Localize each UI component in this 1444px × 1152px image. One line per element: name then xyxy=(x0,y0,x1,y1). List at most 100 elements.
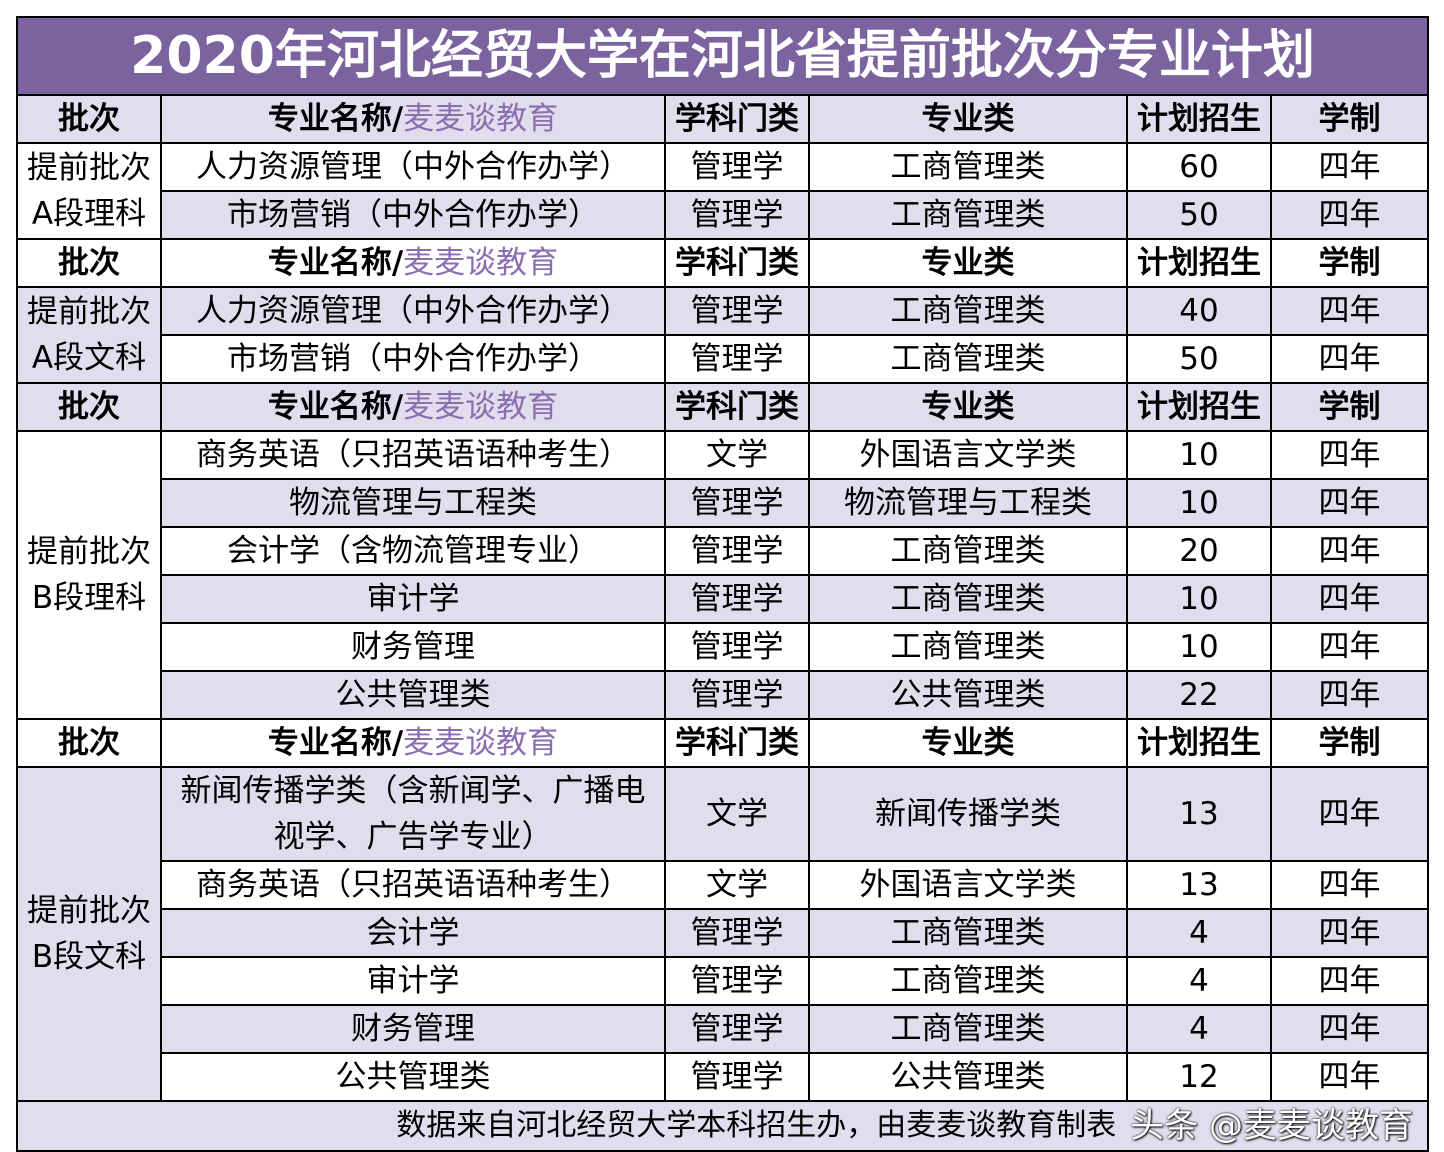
batch-cell: 提前批次B段文科 xyxy=(16,766,162,1102)
major-class-cell: 工商管理类 xyxy=(808,334,1128,384)
duration-cell: 四年 xyxy=(1269,956,1430,1006)
header-major-name: 专业名称/麦麦谈教育 xyxy=(160,238,666,288)
major-name-cell: 人力资源管理（中外合作办学） xyxy=(160,286,666,336)
major-name-cell: 审计学 xyxy=(160,956,666,1006)
header-row: 批次 专业名称/麦麦谈教育 学科门类 专业类 计划招生 学制 xyxy=(16,718,1430,768)
footer-content: 数据来自河北经贸大学本科招生办，由麦麦谈教育制表 头条 @麦麦谈教育 xyxy=(19,1103,1426,1149)
header-discipline: 学科门类 xyxy=(664,94,810,144)
duration-cell: 四年 xyxy=(1269,908,1430,958)
header-major-name: 专业名称/麦麦谈教育 xyxy=(160,718,666,768)
discipline-cell: 管理学 xyxy=(664,190,810,240)
discipline-cell: 文学 xyxy=(664,766,810,862)
watermark: 头条 @麦麦谈教育 xyxy=(1130,1106,1414,1146)
major-name-cell: 新闻传播学类（含新闻学、广播电视学、广告学专业） xyxy=(160,766,666,862)
plan-cell: 10 xyxy=(1126,430,1272,480)
header-duration: 学制 xyxy=(1269,718,1430,768)
batch-cell: 提前批次B段理科 xyxy=(16,430,162,720)
footer-cell: 数据来自河北经贸大学本科招生办，由麦麦谈教育制表 头条 @麦麦谈教育 xyxy=(15,1100,1430,1152)
header-duration: 学制 xyxy=(1269,238,1430,288)
duration-cell: 四年 xyxy=(1269,622,1430,672)
table-row: 提前批次A段文科 人力资源管理（中外合作办学） 管理学 工商管理类 40 四年 xyxy=(16,286,1430,384)
batch-cell: 提前批次A段文科 xyxy=(16,286,162,384)
table-row: 财务管理 管理学 工商管理类 4 四年 xyxy=(17,1004,1430,1054)
discipline-cell: 管理学 xyxy=(664,670,810,720)
discipline-cell: 管理学 xyxy=(664,908,810,958)
discipline-cell: 管理学 xyxy=(664,1052,810,1102)
plan-cell: 20 xyxy=(1126,526,1272,576)
header-duration: 学制 xyxy=(1269,94,1430,144)
header-duration: 学制 xyxy=(1269,382,1430,432)
header-major-label: 专业名称/ xyxy=(267,101,404,137)
major-name-cell: 财务管理 xyxy=(160,622,666,672)
major-class-cell: 工商管理类 xyxy=(808,1004,1128,1054)
plan-cell: 10 xyxy=(1126,574,1272,624)
plan-cell: 10 xyxy=(1126,478,1272,528)
major-class-cell: 公共管理类 xyxy=(808,1052,1128,1102)
header-major-class: 专业类 xyxy=(808,94,1128,144)
header-major-class: 专业类 xyxy=(808,718,1128,768)
major-class-cell: 工商管理类 xyxy=(808,526,1128,576)
plan-cell: 22 xyxy=(1126,670,1272,720)
header-row: 批次 专业名称/麦麦谈教育 学科门类 专业类 计划招生 学制 xyxy=(16,94,1430,144)
header-brand-label: 麦麦谈教育 xyxy=(403,389,559,425)
header-row: 批次 专业名称/麦麦谈教育 学科门类 专业类 计划招生 学制 xyxy=(16,238,1430,288)
table-row: 市场营销（中外合作办学） 管理学 工商管理类 50 四年 xyxy=(17,334,1430,384)
discipline-cell: 管理学 xyxy=(664,478,810,528)
header-plan: 计划招生 xyxy=(1126,718,1272,768)
duration-cell: 四年 xyxy=(1269,574,1430,624)
plan-cell: 10 xyxy=(1126,622,1272,672)
major-name-cell: 会计学（含物流管理专业） xyxy=(160,526,666,576)
plan-cell: 40 xyxy=(1126,286,1272,336)
major-name-cell: 公共管理类 xyxy=(160,670,666,720)
plan-cell: 4 xyxy=(1126,908,1272,958)
table-row: 公共管理类 管理学 公共管理类 12 四年 xyxy=(17,1052,1430,1102)
table-row: 提前批次B段文科 新闻传播学类（含新闻学、广播电视学、广告学专业） 文学 新闻传播学类… xyxy=(16,766,1430,1102)
major-name-cell: 市场营销（中外合作办学） xyxy=(160,334,666,384)
header-batch: 批次 xyxy=(16,382,162,432)
table-row: 会计学 管理学 工商管理类 4 四年 xyxy=(17,908,1430,958)
duration-cell: 四年 xyxy=(1269,670,1430,720)
major-class-cell: 公共管理类 xyxy=(808,670,1128,720)
table-row: 物流管理与工程类 管理学 物流管理与工程类 10 四年 xyxy=(17,478,1430,528)
table-row: 提前批次A段理科 人力资源管理（中外合作办学） 管理学 工商管理类 60 四年 xyxy=(16,142,1430,240)
footer-row: 数据来自河北经贸大学本科招生办，由麦麦谈教育制表 头条 @麦麦谈教育 xyxy=(15,1100,1430,1152)
plan-cell: 13 xyxy=(1126,860,1272,910)
header-major-name: 专业名称/麦麦谈教育 xyxy=(160,382,666,432)
major-class-cell: 工商管理类 xyxy=(808,908,1128,958)
discipline-cell: 管理学 xyxy=(664,574,810,624)
header-major-label: 专业名称/ xyxy=(267,725,404,761)
discipline-cell: 管理学 xyxy=(664,1004,810,1054)
duration-cell: 四年 xyxy=(1269,478,1430,528)
plan-cell: 13 xyxy=(1126,766,1272,862)
table-row: 审计学 管理学 工商管理类 10 四年 xyxy=(17,574,1430,624)
plan-cell: 4 xyxy=(1126,1004,1272,1054)
header-major-label: 专业名称/ xyxy=(267,389,404,425)
header-plan: 计划招生 xyxy=(1126,382,1272,432)
header-major-label: 专业名称/ xyxy=(267,245,404,281)
header-major-class: 专业类 xyxy=(808,238,1128,288)
duration-cell: 四年 xyxy=(1269,334,1430,384)
major-class-cell: 工商管理类 xyxy=(808,286,1128,336)
duration-cell: 四年 xyxy=(1269,142,1430,192)
header-major-class: 专业类 xyxy=(808,382,1128,432)
table-row: 市场营销（中外合作办学） 管理学 工商管理类 50 四年 xyxy=(17,190,1430,240)
header-brand-label: 麦麦谈教育 xyxy=(403,245,559,281)
footer-note: 数据来自河北经贸大学本科招生办，由麦麦谈教育制表 xyxy=(396,1108,1117,1143)
discipline-cell: 管理学 xyxy=(664,334,810,384)
plan-cell: 12 xyxy=(1126,1052,1272,1102)
major-name-cell: 会计学 xyxy=(160,908,666,958)
header-brand-label: 麦麦谈教育 xyxy=(403,725,559,761)
header-batch: 批次 xyxy=(16,238,162,288)
discipline-cell: 管理学 xyxy=(664,622,810,672)
plan-cell: 4 xyxy=(1126,956,1272,1006)
header-batch: 批次 xyxy=(16,94,162,144)
header-plan: 计划招生 xyxy=(1126,238,1272,288)
batch-cell: 提前批次A段理科 xyxy=(16,142,162,240)
duration-cell: 四年 xyxy=(1269,766,1430,862)
table-row: 商务英语（只招英语语种考生） 文学 外国语言文学类 13 四年 xyxy=(17,860,1430,910)
discipline-cell: 管理学 xyxy=(664,956,810,1006)
major-class-cell: 新闻传播学类 xyxy=(808,766,1128,862)
duration-cell: 四年 xyxy=(1269,190,1430,240)
major-class-cell: 工商管理类 xyxy=(808,574,1128,624)
duration-cell: 四年 xyxy=(1269,430,1430,480)
